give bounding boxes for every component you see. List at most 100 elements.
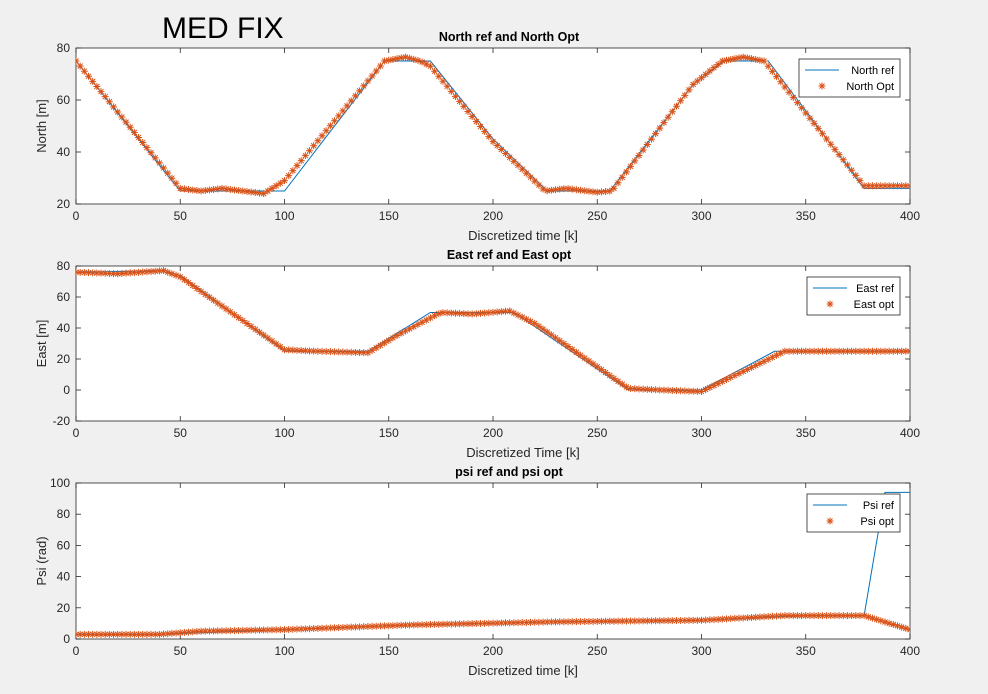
data-marker [522,618,530,626]
data-marker [143,268,151,276]
data-marker [422,316,430,324]
data-marker [418,318,426,326]
y-tick-label: 40 [57,570,71,584]
data-marker [255,328,263,336]
data-marker [527,618,535,626]
data-marker [685,616,693,624]
data-marker [293,625,301,633]
data-marker [877,182,885,190]
data-marker [773,73,781,81]
data-marker [322,348,330,356]
data-marker [351,92,359,100]
x-tick-label: 50 [174,209,188,223]
data-marker [464,107,472,115]
data-marker [122,118,130,126]
data-marker [668,108,676,116]
data-marker [843,161,851,169]
data-marker [80,67,88,75]
data-marker [289,167,297,175]
data-marker [493,308,501,316]
data-marker [798,347,806,355]
data-marker [481,619,489,627]
series-markers-psi-opt [76,612,910,638]
data-marker [810,612,818,620]
data-marker [848,166,856,174]
data-marker [685,86,693,94]
data-marker [748,55,756,63]
data-marker [172,179,180,187]
data-marker [476,123,484,131]
data-marker [564,185,572,193]
data-marker [835,347,843,355]
data-marker [481,309,489,317]
series-markers-north-opt [76,53,910,198]
data-marker [710,382,718,390]
data-marker [706,384,714,392]
x-axis-label: Discretized time [k] [468,228,578,243]
data-marker [560,185,568,193]
data-marker [151,630,159,638]
data-marker [418,621,426,629]
data-marker [376,622,384,630]
data-marker [593,188,601,196]
y-tick-label: 80 [57,41,71,55]
data-marker [276,626,284,634]
data-marker [260,331,268,339]
data-marker [331,624,339,632]
data-marker [439,77,447,85]
data-marker [572,348,580,356]
data-marker [281,177,288,185]
y-tick-label: 0 [63,632,70,646]
data-marker [502,307,510,315]
data-marker [472,620,480,628]
data-marker [560,340,568,348]
data-marker [230,627,238,635]
data-marker [614,179,622,187]
data-marker [739,53,747,61]
data-marker [76,57,80,65]
data-marker [147,267,155,275]
data-marker [122,630,130,638]
data-marker [493,619,501,627]
data-marker [180,185,188,193]
data-marker [731,55,739,63]
data-marker [743,54,751,62]
data-marker [818,347,826,355]
data-marker [785,612,793,620]
data-marker [468,112,476,120]
x-tick-label: 150 [379,209,399,223]
y-tick-label: 80 [57,259,71,273]
data-marker [810,119,818,127]
data-marker [656,386,664,394]
data-marker [852,171,860,179]
data-marker [622,168,630,176]
data-marker [577,351,585,359]
data-marker [827,612,835,620]
data-layer [76,491,910,638]
data-marker [727,615,735,623]
data-marker [360,82,368,90]
y-tick-label: 20 [57,197,71,211]
data-marker [510,309,518,317]
data-marker [272,182,280,190]
data-marker [743,614,751,622]
data-marker [356,349,364,357]
data-marker [497,619,505,627]
data-marker [393,331,401,339]
data-marker [385,336,393,344]
data-marker [793,347,801,355]
data-marker [389,334,397,342]
data-marker [627,162,635,170]
data-marker [710,616,718,624]
data-marker [226,627,234,635]
y-tick-label: 60 [57,538,71,552]
y-tick-label: 0 [63,383,70,397]
data-marker [543,618,551,626]
data-marker [652,130,660,138]
data-marker [856,177,864,185]
data-marker [105,630,113,638]
data-marker [764,355,772,363]
data-marker [118,269,126,277]
data-marker [798,104,806,112]
data-marker [731,371,739,379]
